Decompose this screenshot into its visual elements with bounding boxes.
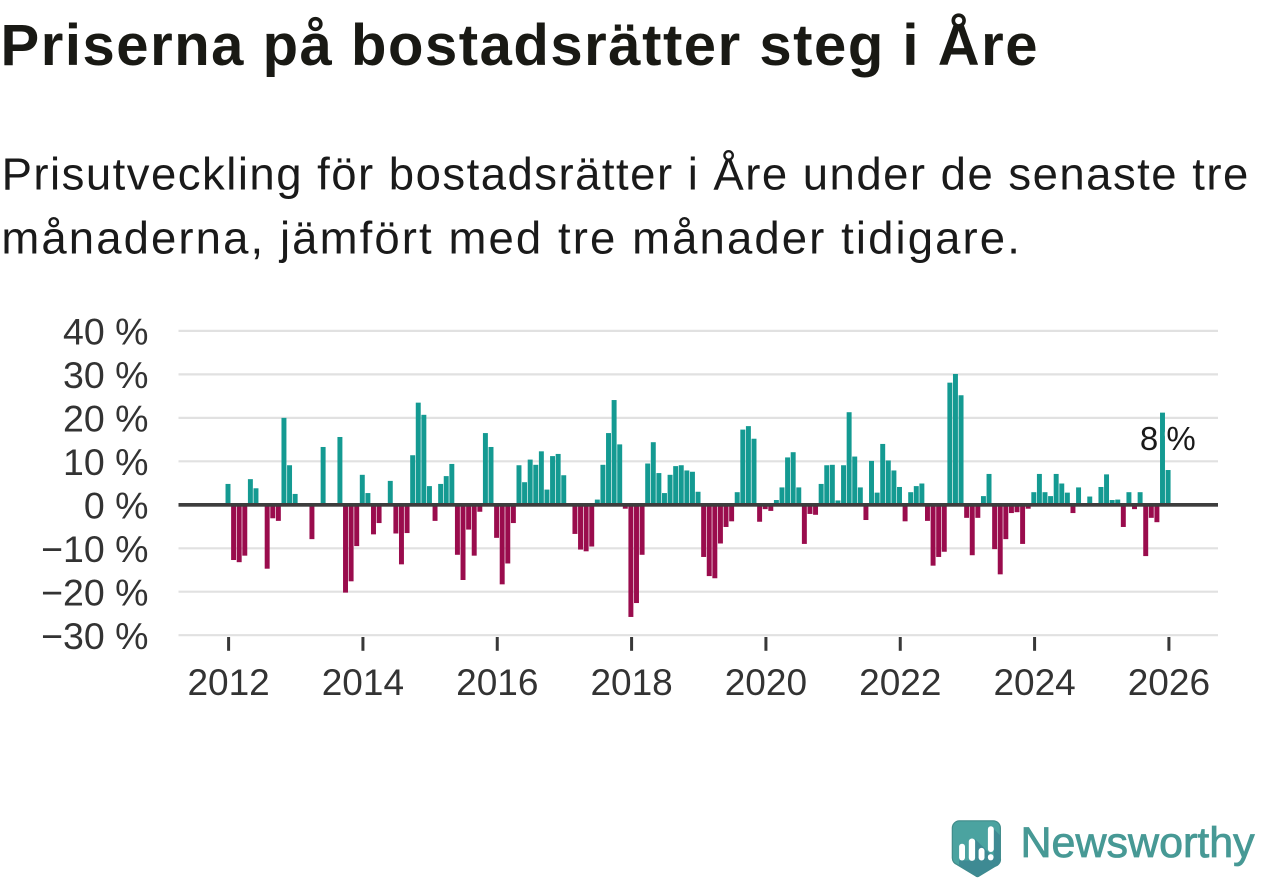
svg-text:8 %: 8 % [1140,420,1196,457]
svg-text:Newsworthy: Newsworthy [1021,819,1256,867]
svg-text:10 %: 10 % [63,441,148,483]
svg-text:30 %: 30 % [63,354,148,396]
svg-text:2026: 2026 [1128,662,1210,703]
svg-text:2020: 2020 [725,662,807,703]
svg-text:0 %: 0 % [84,485,149,527]
svg-text:−30 %: −30 % [41,615,148,657]
svg-text:2016: 2016 [456,662,538,703]
svg-text:40 %: 40 % [63,311,148,353]
svg-text:månaderna, jämfört med tre mån: månaderna, jämfört med tre månader tidig… [1,213,1022,264]
svg-text:−20 %: −20 % [41,572,148,614]
svg-text:2024: 2024 [993,662,1075,703]
svg-text:Prisutveckling för bostadsrätt: Prisutveckling för bostadsrätter i Åre u… [2,149,1250,200]
svg-text:2014: 2014 [322,662,404,703]
svg-text:2022: 2022 [859,662,941,703]
svg-text:2018: 2018 [590,662,672,703]
svg-text:−10 %: −10 % [41,528,148,570]
svg-text:20 %: 20 % [63,398,148,440]
svg-text:2012: 2012 [187,662,269,703]
svg-text:Priserna på bostadsrätter steg: Priserna på bostadsrätter steg i Åre [1,13,1040,78]
